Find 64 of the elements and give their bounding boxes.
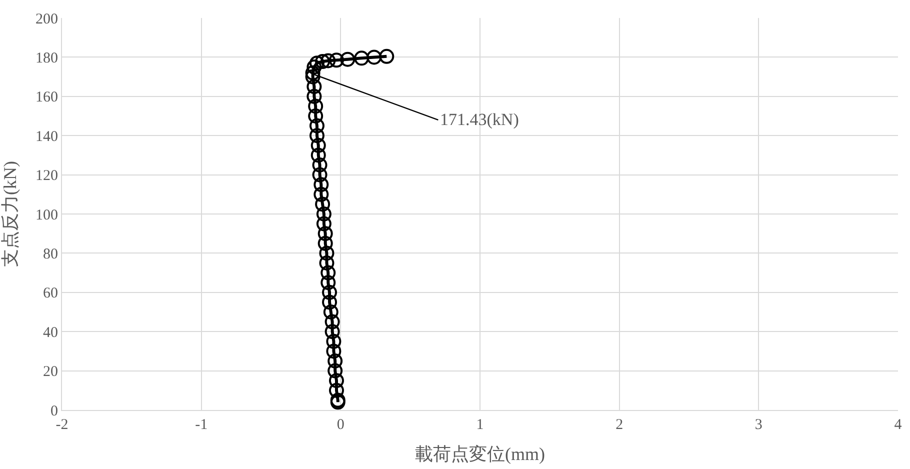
point [322, 284, 338, 300]
point [320, 275, 336, 290]
point [328, 354, 343, 368]
x-tick-label: -2 [56, 417, 68, 433]
point [319, 256, 334, 270]
point [309, 128, 324, 144]
y-tick-label: 60 [43, 286, 58, 302]
point [306, 60, 322, 74]
point [324, 324, 340, 340]
point [310, 138, 326, 153]
y-tick-label: 160 [36, 90, 58, 106]
point [318, 226, 333, 242]
point [320, 53, 336, 68]
point [305, 69, 320, 84]
point [319, 246, 334, 261]
point [312, 158, 328, 172]
point [316, 216, 332, 232]
y-tick-label: 140 [36, 128, 58, 145]
x-tick-label: -1 [195, 417, 208, 433]
y-axis-title: 支点反力(kN) [0, 161, 20, 267]
x-tick-label: 3 [754, 417, 762, 433]
point [379, 48, 394, 64]
point [315, 54, 330, 70]
point [328, 382, 344, 398]
point [306, 88, 322, 104]
point [314, 177, 329, 192]
point [318, 236, 333, 251]
point [354, 50, 370, 66]
y-tick-label: 20 [43, 364, 58, 380]
x-tick-label: 1 [476, 417, 484, 433]
point [322, 294, 338, 310]
point [328, 373, 344, 388]
point [323, 304, 338, 320]
point [320, 265, 336, 280]
y-tick-label: 100 [36, 207, 58, 224]
x-tick-label: 2 [616, 417, 624, 433]
point [306, 79, 322, 94]
point [328, 52, 344, 68]
annotation: 171.43(kN) [440, 110, 519, 129]
y-tick-label: 180 [36, 50, 58, 66]
point [312, 167, 328, 182]
point [366, 50, 382, 65]
x-tick-label: 0 [336, 417, 344, 433]
point [309, 56, 324, 71]
point [305, 65, 320, 80]
point [314, 186, 329, 202]
point [308, 98, 324, 114]
y-tick-label: 120 [36, 168, 58, 184]
point [326, 334, 342, 349]
y-tick-label: 40 [43, 324, 58, 341]
y-tick-label: 80 [43, 246, 58, 262]
point [340, 52, 356, 67]
point [308, 108, 324, 124]
x-axis-title: 載荷点変位(mm) [415, 444, 545, 464]
x-tick-label: 4 [894, 417, 902, 433]
point [326, 344, 342, 359]
point [315, 196, 330, 212]
point [316, 206, 332, 222]
point [324, 314, 340, 330]
point [309, 118, 324, 134]
point [328, 363, 343, 378]
y-tick-label: 0 [50, 403, 58, 420]
point [310, 148, 326, 163]
y-tick-label: 200 [36, 11, 58, 28]
